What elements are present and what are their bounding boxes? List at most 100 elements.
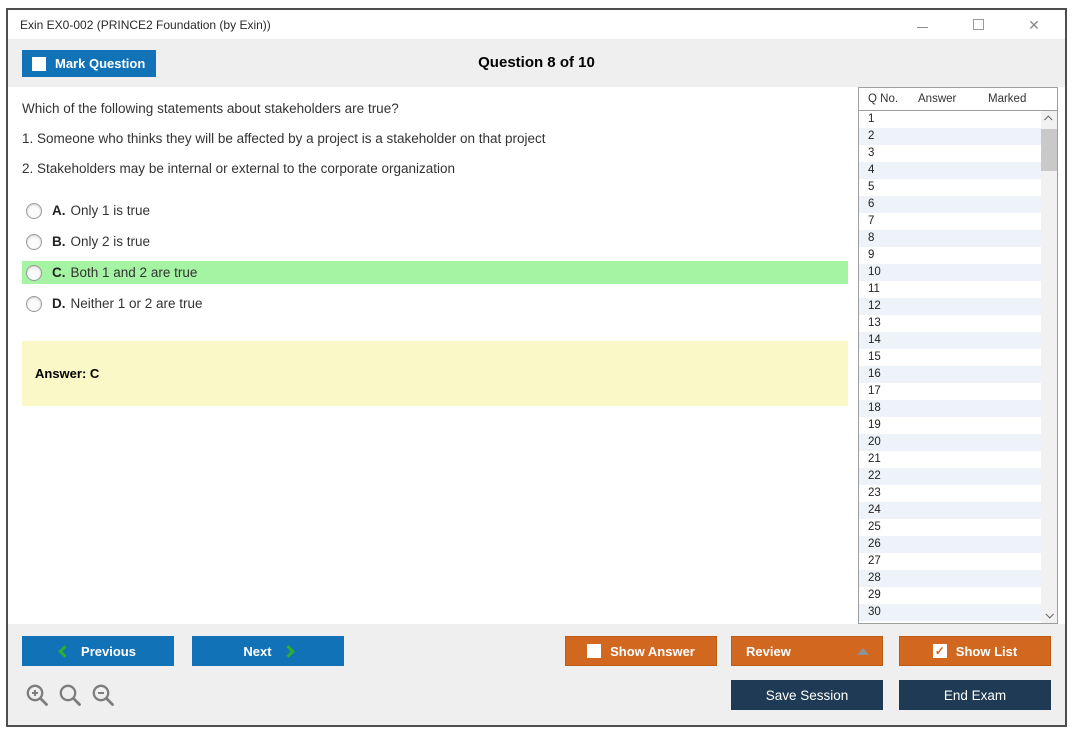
- question-list-row[interactable]: 4: [859, 162, 1041, 179]
- show-list-button[interactable]: ✓ Show List: [899, 636, 1051, 666]
- scroll-up-button[interactable]: [1041, 111, 1057, 127]
- question-list-row[interactable]: 7: [859, 213, 1041, 230]
- question-list-row[interactable]: 12: [859, 298, 1041, 315]
- question-list-row[interactable]: 29: [859, 587, 1041, 604]
- question-list-row[interactable]: 6: [859, 196, 1041, 213]
- question-list-cell-answer: [918, 298, 988, 315]
- question-list-cell-q: 7: [868, 215, 875, 227]
- window-controls: ✕: [915, 18, 1049, 32]
- question-list-row[interactable]: 13: [859, 315, 1041, 332]
- question-list-cell-answer: [918, 536, 988, 553]
- chevron-up-icon: [1044, 115, 1053, 124]
- question-list-row[interactable]: 19: [859, 417, 1041, 434]
- question-list-row[interactable]: 9: [859, 247, 1041, 264]
- chevron-down-icon: [1045, 610, 1054, 619]
- question-list-scrollbar[interactable]: [1041, 111, 1057, 623]
- question-list-cell-q: 1: [868, 113, 875, 125]
- column-header-answer: Answer: [918, 93, 957, 105]
- save-session-button[interactable]: Save Session: [731, 680, 883, 710]
- mark-question-button[interactable]: Mark Question: [22, 50, 156, 77]
- question-list-cell-answer: [918, 179, 988, 196]
- question-list-cell-answer: [918, 519, 988, 536]
- question-list-cell-marked: [988, 519, 1041, 536]
- question-list-cell-marked: [988, 213, 1041, 230]
- question-list-row[interactable]: 1: [859, 111, 1041, 128]
- title-bar: Exin EX0-002 (PRINCE2 Foundation (by Exi…: [8, 10, 1065, 40]
- review-button[interactable]: Review: [731, 636, 883, 666]
- show-answer-button[interactable]: Show Answer: [565, 636, 717, 666]
- question-list-row[interactable]: 23: [859, 485, 1041, 502]
- mark-question-checkbox[interactable]: [32, 56, 46, 71]
- question-list-cell-q: 5: [868, 181, 875, 193]
- question-list-row[interactable]: 26: [859, 536, 1041, 553]
- question-list-cell-q: 29: [868, 589, 881, 601]
- question-list-cell-q: 16: [868, 368, 881, 380]
- zoom-reset-icon[interactable]: [57, 682, 84, 709]
- question-list-cell-marked: [988, 468, 1041, 485]
- answer-option-c[interactable]: C. Both 1 and 2 are true: [22, 261, 848, 284]
- option-letter: A.: [52, 203, 66, 218]
- question-list-row[interactable]: 27: [859, 553, 1041, 570]
- question-list-row[interactable]: 28: [859, 570, 1041, 587]
- scroll-down-button[interactable]: [1041, 607, 1057, 623]
- question-list-cell-q: 13: [868, 317, 881, 329]
- radio-button[interactable]: [26, 233, 42, 250]
- question-list-row[interactable]: 15: [859, 349, 1041, 366]
- question-list-cell-q: 10: [868, 266, 881, 278]
- question-list-cell-marked: [988, 247, 1041, 264]
- question-list-cell-marked: [988, 264, 1041, 281]
- question-list-row[interactable]: 18: [859, 400, 1041, 417]
- option-letter: B.: [52, 234, 66, 249]
- question-list-cell-marked: [988, 502, 1041, 519]
- question-list-row[interactable]: 10: [859, 264, 1041, 281]
- question-list-row[interactable]: 21: [859, 451, 1041, 468]
- maximize-button[interactable]: [971, 18, 985, 32]
- option-text: Only 2 is true: [70, 234, 151, 249]
- answer-option-b[interactable]: B. Only 2 is true: [22, 230, 848, 253]
- minimize-button[interactable]: [915, 18, 929, 32]
- question-list-cell-marked: [988, 383, 1041, 400]
- question-list-row[interactable]: 17: [859, 383, 1041, 400]
- zoom-out-icon[interactable]: [90, 682, 117, 709]
- answer-option-d[interactable]: D. Neither 1 or 2 are true: [22, 292, 848, 315]
- question-list-cell-answer: [918, 349, 988, 366]
- question-list-row[interactable]: 3: [859, 145, 1041, 162]
- close-button[interactable]: ✕: [1028, 16, 1040, 33]
- question-list-row[interactable]: 11: [859, 281, 1041, 298]
- end-exam-button[interactable]: End Exam: [899, 680, 1051, 710]
- previous-button[interactable]: Previous: [22, 636, 174, 666]
- question-list-cell-q: 20: [868, 436, 881, 448]
- question-list-row[interactable]: 30: [859, 604, 1041, 621]
- radio-button[interactable]: [26, 264, 42, 281]
- zoom-toolbar: [24, 682, 117, 709]
- question-list-row[interactable]: 24: [859, 502, 1041, 519]
- question-list-row[interactable]: 2: [859, 128, 1041, 145]
- chevron-left-icon: [58, 644, 71, 658]
- question-list-row[interactable]: 22: [859, 468, 1041, 485]
- next-label: Next: [243, 643, 272, 659]
- question-list-row[interactable]: 25: [859, 519, 1041, 536]
- question-list-cell-answer: [918, 196, 988, 213]
- question-list-row[interactable]: 8: [859, 230, 1041, 247]
- question-list-cell-answer: [918, 434, 988, 451]
- show-answer-checkbox[interactable]: [587, 644, 602, 658]
- question-list-row[interactable]: 5: [859, 179, 1041, 196]
- question-list-row[interactable]: 14: [859, 332, 1041, 349]
- option-letter: D.: [52, 296, 66, 311]
- question-list-row[interactable]: 20: [859, 434, 1041, 451]
- option-text: Neither 1 or 2 are true: [70, 296, 203, 311]
- question-list-cell-answer: [918, 247, 988, 264]
- zoom-in-icon[interactable]: [24, 682, 51, 709]
- scrollbar-thumb[interactable]: [1041, 129, 1057, 171]
- question-list-row[interactable]: 16: [859, 366, 1041, 383]
- question-list-cell-answer: [918, 128, 988, 145]
- show-list-checkbox[interactable]: ✓: [932, 644, 947, 658]
- question-list-cell-q: 14: [868, 334, 881, 346]
- end-exam-label: End Exam: [943, 687, 1007, 703]
- minimize-icon: [916, 27, 928, 28]
- answer-option-a[interactable]: A. Only 1 is true: [22, 199, 848, 222]
- radio-button[interactable]: [26, 295, 42, 312]
- radio-button[interactable]: [26, 202, 42, 219]
- question-list-panel: Q No. Answer Marked 1 2 3 4 5 6 7 8 9 10 11 12 13 14 1…: [858, 87, 1058, 624]
- next-button[interactable]: Next: [192, 636, 344, 666]
